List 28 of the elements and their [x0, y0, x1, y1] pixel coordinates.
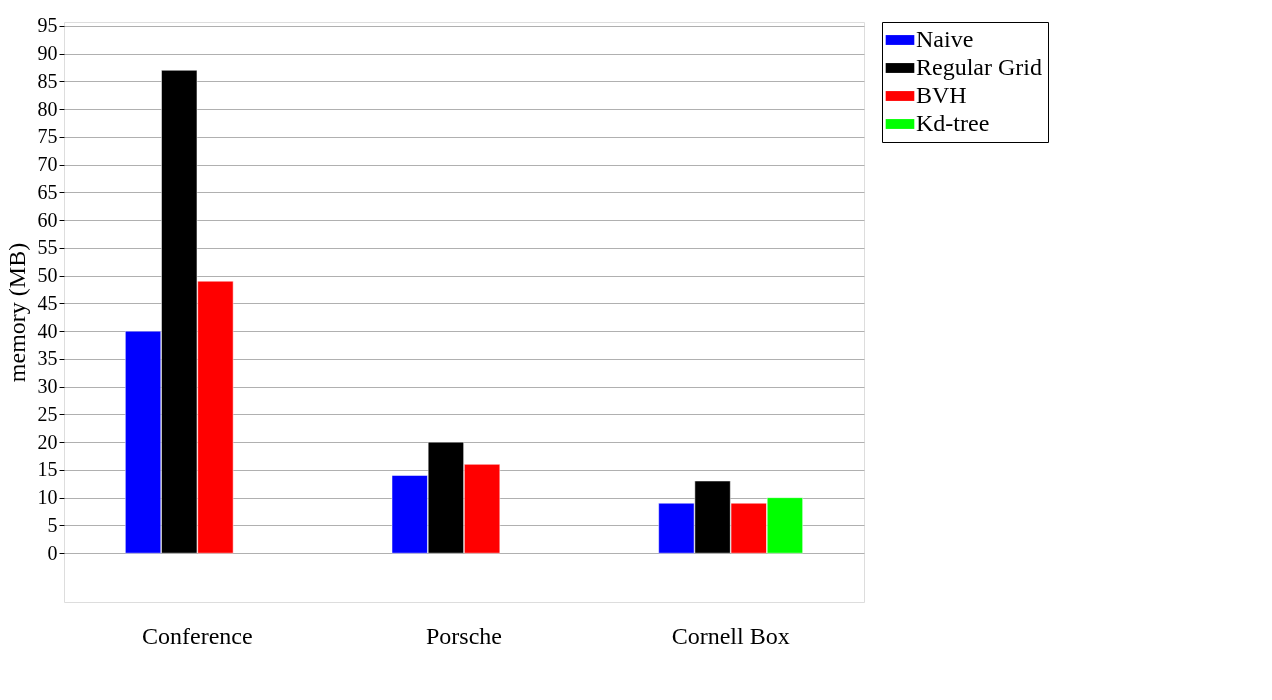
y-tick-label: 80	[37, 97, 58, 120]
y-tick-label: 75	[37, 125, 58, 148]
y-tick-label: 95	[37, 14, 58, 37]
x-tick-label: Cornell Box	[671, 622, 790, 649]
y-tick-label: 5	[47, 513, 58, 536]
legend-label: Regular Grid	[916, 54, 1042, 80]
y-tick-label: 55	[37, 236, 58, 259]
y-tick-label: 30	[37, 375, 58, 398]
y-tick-label: 40	[37, 319, 58, 342]
legend-label: Naive	[916, 26, 974, 52]
legend-label: BVH	[916, 82, 967, 108]
x-tick-label: Conference	[142, 622, 253, 649]
y-tick-label: 90	[37, 42, 58, 65]
x-tick-label: Porsche	[426, 622, 502, 649]
y-tick-label: 70	[37, 153, 58, 176]
y-tick-label: 15	[37, 458, 58, 481]
y-tick-label: 45	[37, 291, 58, 314]
y-tick-label: 35	[37, 347, 58, 370]
legend-label: Kd-tree	[916, 110, 990, 136]
y-tick-label: 85	[37, 69, 58, 92]
y-tick-label: 25	[37, 402, 58, 425]
y-axis-title: memory (MB)	[3, 242, 30, 383]
y-tick-label: 0	[47, 541, 58, 564]
y-tick-label: 20	[37, 430, 58, 453]
y-tick-label: 50	[37, 264, 58, 287]
y-tick-label: 60	[37, 208, 58, 231]
y-tick-label: 10	[37, 486, 58, 509]
y-tick-label: 65	[37, 180, 58, 203]
